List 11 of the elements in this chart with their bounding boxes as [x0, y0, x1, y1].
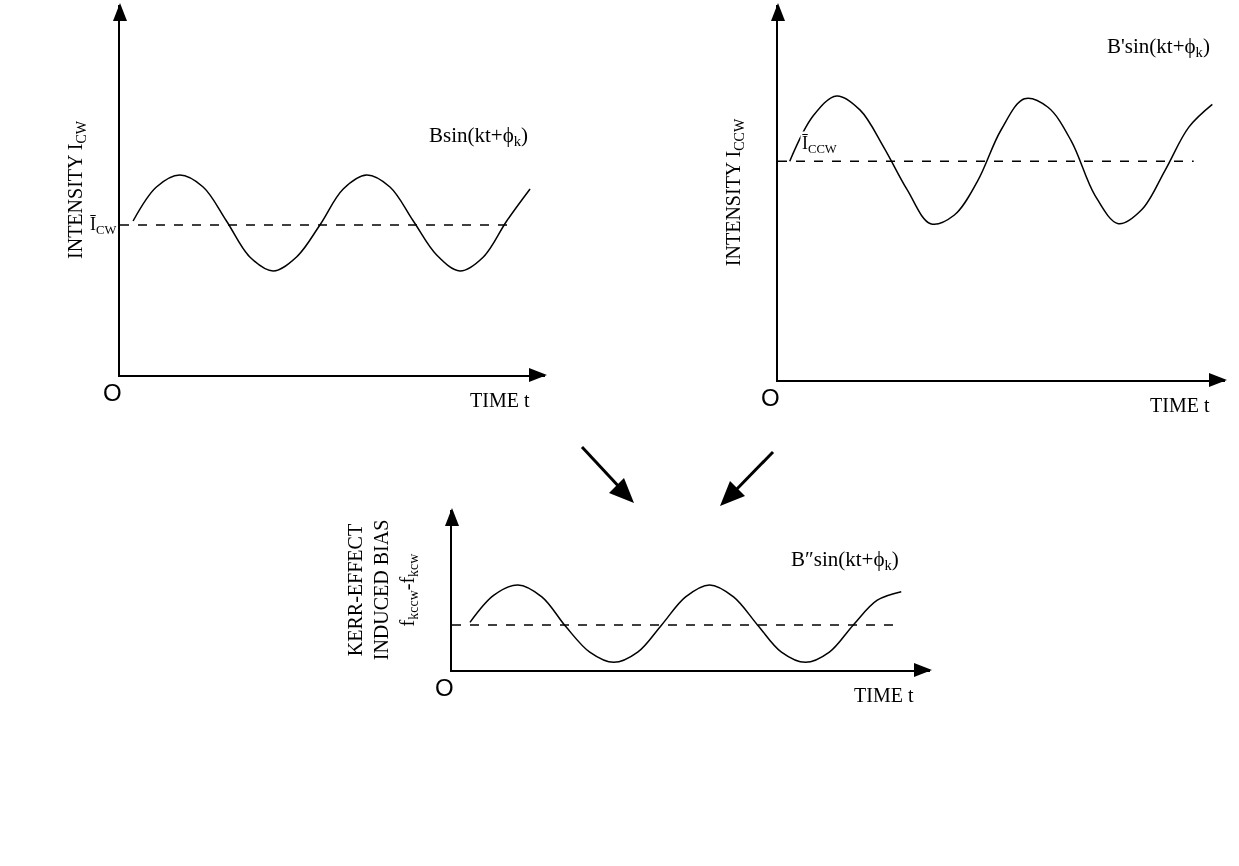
text: O — [761, 384, 780, 411]
ref-line-label: Ī$_{CCW}$ — [802, 133, 837, 156]
series-label: B″sin(kt+ϕ$_{k}$) — [791, 547, 899, 574]
text: B'sin(kt+ϕ$_{k}$) — [1107, 34, 1210, 61]
x-axis-title: TIME t — [470, 389, 530, 411]
ref-line-label: Ī$_{CW}$ — [90, 214, 117, 237]
text: O — [103, 379, 122, 406]
text: O — [435, 674, 454, 701]
x-axis-title: TIME t — [1150, 394, 1210, 416]
x-axis-title: TIME t — [854, 684, 914, 706]
series-label: Bsin(kt+ϕ$_{k}$) — [429, 123, 529, 150]
